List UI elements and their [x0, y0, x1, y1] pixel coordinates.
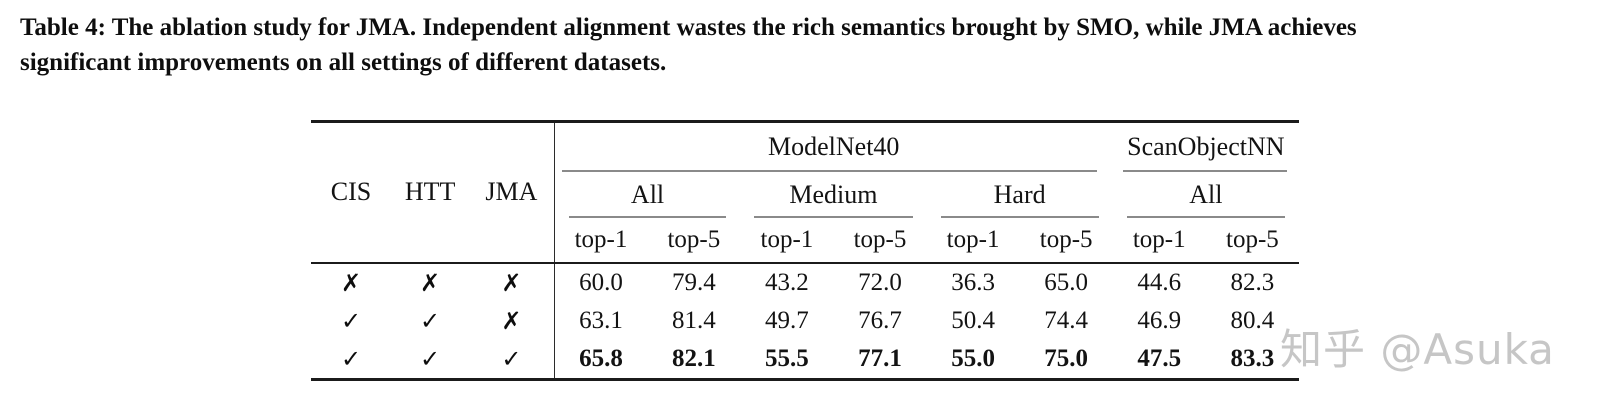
value-cell: 43.2: [765, 268, 809, 296]
cis-enabled-mark: ✓: [340, 307, 362, 335]
table-caption: Table 4: The ablation study for JMA. Ind…: [20, 10, 1605, 80]
subgroup-header-mn40-hard: Hard: [927, 172, 1113, 218]
col-header-jma: JMA: [469, 121, 555, 264]
value-cell: 44.6: [1137, 268, 1182, 296]
value-cell: 60.0: [553, 262, 648, 302]
subgroup-header-mn40-medium: Medium: [740, 172, 926, 218]
zhihu-watermark: 知乎 @Asuka: [1280, 325, 1555, 374]
htt-disabled-mark: ✗: [420, 268, 441, 297]
value-cell: 50.4: [951, 307, 995, 334]
metric-header-top5: top-5: [647, 217, 741, 264]
value-cell: 47.5: [1137, 345, 1182, 373]
table-row: ✗ ✗ ✗ 60.0 79.4 43.2 72.0 36.3 65.0 44.6…: [311, 262, 1299, 302]
metric-header-top5: top-5: [1205, 217, 1299, 264]
metric-header-top5: top-5: [833, 217, 927, 264]
value-cell: 36.3: [951, 268, 995, 296]
value-cell: 49.7: [765, 307, 809, 334]
subgroup-header-sonn-all: All: [1113, 172, 1299, 218]
caption-line-2: significant improvements on all settings…: [20, 49, 667, 76]
value-cell: 82.1: [671, 345, 716, 373]
htt-enabled-mark: ✓: [420, 345, 441, 374]
col-header-htt: HTT: [391, 121, 470, 264]
value-cell: 75.0: [1044, 345, 1089, 373]
value-cell: 55.5: [765, 345, 809, 373]
jma-disabled-mark: ✗: [469, 301, 555, 341]
value-cell: 81.4: [671, 307, 716, 334]
value-cell: 82.3: [1230, 268, 1275, 296]
table-row: ✓ ✓ ✗ 63.1 81.4 49.7 76.7 50.4 74.4 46.9…: [311, 301, 1299, 341]
value-cell: 63.1: [553, 301, 648, 341]
value-cell: 83.3: [1230, 345, 1275, 373]
value-cell: 55.0: [951, 345, 995, 373]
cis-disabled-mark: ✗: [340, 268, 362, 297]
metric-header-top1: top-1: [926, 217, 1020, 264]
value-cell: 79.4: [671, 268, 716, 296]
value-cell: 46.9: [1137, 307, 1182, 334]
value-cell: 76.7: [858, 307, 902, 334]
group-header-modelnet40: ModelNet40: [554, 122, 1112, 172]
jma-enabled-mark: ✓: [469, 340, 555, 380]
value-cell: 72.0: [858, 268, 902, 296]
table-row-best: ✓ ✓ ✓ 65.8 82.1 55.5 77.1 55.0 75.0 47.5…: [311, 340, 1299, 380]
jma-disabled-mark: ✗: [469, 262, 555, 302]
htt-enabled-mark: ✓: [420, 307, 441, 335]
subgroup-header-mn40-all: All: [553, 171, 741, 218]
value-cell: 80.4: [1230, 307, 1275, 334]
value-cell: 65.0: [1044, 268, 1089, 296]
metric-header-top1: top-1: [1112, 217, 1206, 264]
group-header-scanobjectnn: ScanObjectNN: [1113, 122, 1299, 172]
col-header-cis: CIS: [311, 121, 392, 264]
value-cell: 74.4: [1044, 307, 1089, 334]
ablation-table: CIS HTT JMA ModelNet40 ScanObjectNN All …: [311, 120, 1299, 381]
metric-header-top5: top-5: [1019, 217, 1113, 264]
metric-header-top1: top-1: [740, 217, 834, 264]
value-cell: 65.8: [553, 340, 648, 380]
metric-header-top1: top-1: [553, 217, 648, 264]
value-cell: 77.1: [858, 345, 902, 373]
cis-enabled-mark: ✓: [340, 345, 362, 374]
caption-line-1: Table 4: The ablation study for JMA. Ind…: [20, 14, 1357, 41]
